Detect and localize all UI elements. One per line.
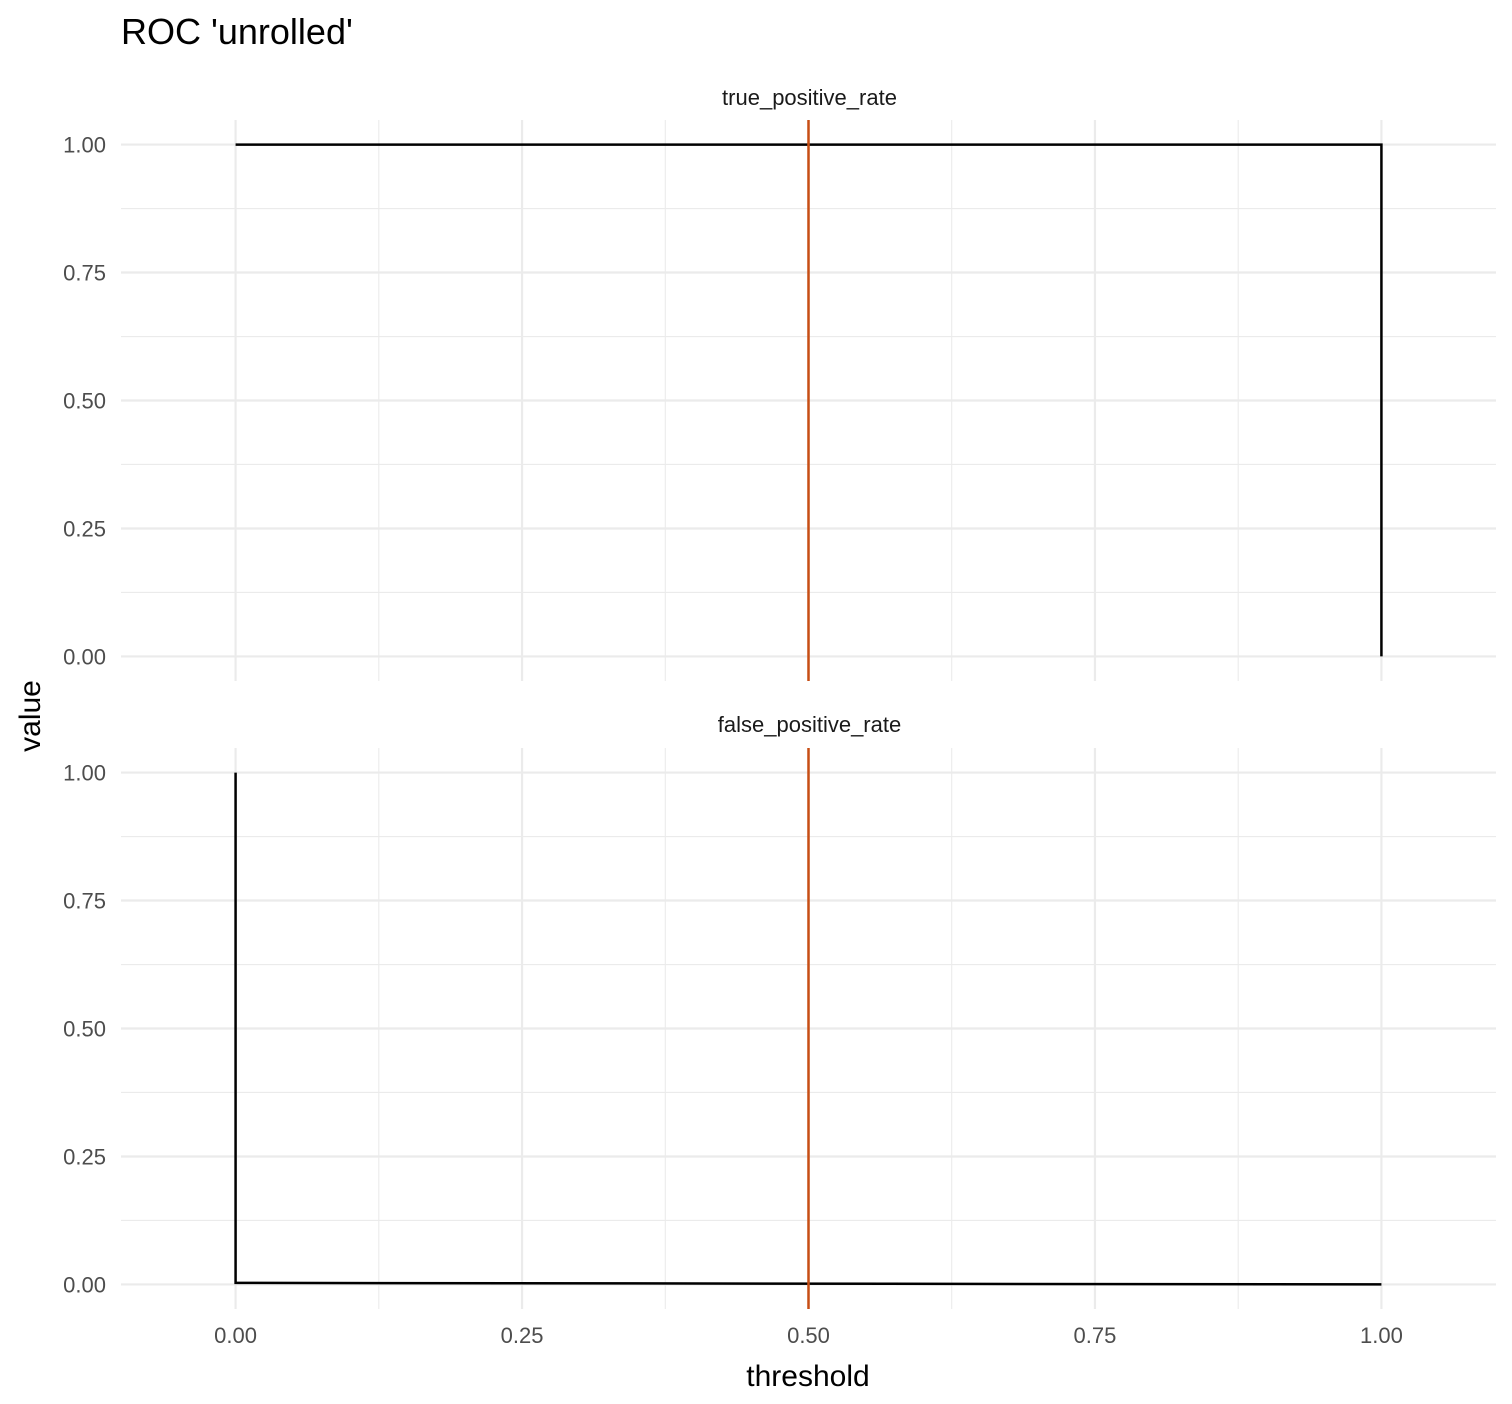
y-tick-label: 0.75	[63, 889, 106, 914]
series-line-true_positive_rate	[235, 143, 1383, 657]
y-tick-label: 1.00	[63, 133, 106, 158]
x-tick-label: 1.00	[1360, 1323, 1403, 1348]
y-tick-label: 0.00	[63, 644, 106, 669]
panel-false_positive_rate: 0.00 0.25 0.50 0.75 1.00 false_positive_rate	[63, 712, 1496, 1309]
y-tick-label: 0.50	[63, 389, 106, 414]
y-tick-label: 0.75	[63, 261, 106, 286]
panel-true_positive_rate: 0.00 0.25 0.50 0.75 1.00 true_positive_rate	[63, 85, 1496, 681]
x-tick-label: 0.00	[214, 1323, 257, 1348]
x-tick-label: 0.25	[501, 1323, 544, 1348]
facet-panels: 0.000.250.500.751.00true_positive_rate0.…	[63, 85, 1496, 1348]
x-tick-label: 0.50	[787, 1323, 830, 1348]
y-axis-title: value	[14, 680, 47, 752]
y-tick-label: 0.25	[63, 516, 106, 541]
x-axis-title: threshold	[746, 1360, 869, 1393]
y-tick-label: 0.25	[63, 1144, 106, 1169]
facet-strip-label: true_positive_rate	[722, 85, 897, 110]
x-tick-label: 0.75	[1074, 1323, 1117, 1348]
x-axis-ticks: 0.00 0.25 0.50 0.75 1.00	[214, 1323, 1403, 1348]
chart-title: ROC 'unrolled'	[121, 11, 353, 52]
y-tick-label: 0.50	[63, 1017, 106, 1042]
y-tick-label: 1.00	[63, 761, 106, 786]
series-line-false_positive_rate	[234, 772, 1382, 1286]
facet-strip-label: false_positive_rate	[718, 712, 901, 737]
y-tick-label: 0.00	[63, 1272, 106, 1297]
